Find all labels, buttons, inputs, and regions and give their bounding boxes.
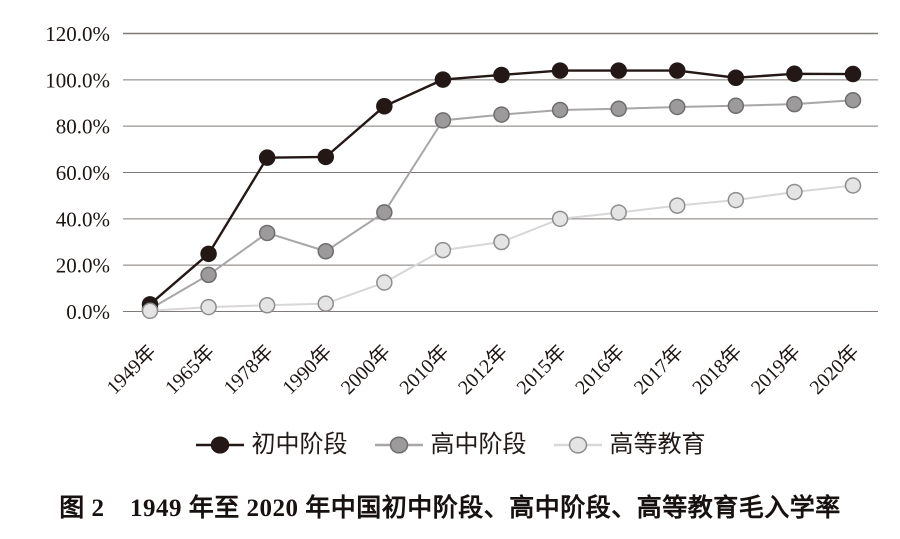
legend-marker-senior-high-icon [374,435,424,455]
data-point-marker [786,65,803,83]
data-point-marker [551,62,569,79]
data-point-marker [317,148,334,166]
data-point-marker [551,101,569,119]
x-axis-tick-label: 2019年 [746,340,805,399]
chart-legend: 初中阶段 高中阶段 高等教育 [0,423,900,467]
data-point-marker [786,95,803,113]
legend-label-senior-high: 高中阶段 [430,432,527,458]
x-axis-tick-label: 1978年 [219,340,278,399]
legend-item-senior-high: 高中阶段 [374,433,527,457]
data-point-marker [669,197,686,214]
y-axis-tick-label: 20.0% [56,254,110,278]
data-point-marker [317,243,334,260]
series-line-1 [149,99,854,310]
data-point-marker [376,204,393,221]
data-point-marker [376,274,393,291]
data-point-marker [844,177,862,194]
x-axis-tick-label: 1990年 [278,340,337,399]
x-axis-tick-label: 2020年 [805,340,864,399]
legend-label-higher-education: 高等教育 [609,432,706,458]
enrollment-line-chart: 0.0% 20.0% 40.0% 60.0% 80.0% 100.0% 120.0% 1949… [45,22,878,399]
y-axis-tick-label: 0.0% [66,300,110,324]
x-axis-tick-label: 1949年 [102,340,161,399]
data-point-marker [844,91,862,109]
data-point-marker [200,266,217,284]
y-axis-tick-label: 120.0% [45,22,110,46]
y-axis-tick-label: 100.0% [45,68,110,92]
x-axis-tick-label: 2012年 [453,340,512,399]
data-point-marker [610,62,627,79]
data-point-marker [669,98,686,116]
data-point-marker [669,62,686,79]
data-point-marker [200,245,217,263]
data-point-marker [258,149,276,166]
data-point-marker [317,295,334,312]
data-point-marker [610,204,627,221]
data-point-marker [434,241,452,259]
data-point-marker [493,233,510,251]
x-axis-tick-label: 2000年 [336,340,395,399]
data-point-marker [434,112,452,129]
data-point-marker [141,302,159,320]
legend-label-junior-middle: 初中阶段 [251,432,348,458]
data-point-marker [727,191,745,209]
y-axis-tick-label: 80.0% [56,115,110,139]
data-point-marker [493,66,510,84]
legend-marker-higher-education-icon [553,435,603,455]
legend-marker-junior-middle-icon [195,435,245,455]
x-axis-tick-label: 2017年 [629,340,688,399]
data-point-marker [434,71,452,88]
data-point-marker [258,224,276,242]
data-point-marker [200,298,217,316]
data-point-marker [844,65,862,83]
y-axis-tick-label: 40.0% [56,207,110,231]
x-axis-tick-label: 2018年 [688,340,747,399]
data-point-marker [727,97,745,115]
data-point-marker [786,183,803,201]
x-axis-tick-label: 2010年 [395,340,454,399]
data-point-marker [727,69,745,86]
data-point-marker [376,97,393,115]
data-point-marker [610,100,627,118]
x-axis-tick-label: 1965年 [160,340,219,399]
data-point-marker [551,210,569,228]
legend-item-higher-education: 高等教育 [553,433,706,457]
y-axis-tick-label: 60.0% [56,161,110,185]
data-point-marker [493,106,510,123]
x-axis-tick-label: 2015年 [512,340,571,399]
data-point-marker [258,296,276,314]
legend-item-junior-middle: 初中阶段 [195,433,348,457]
x-axis-tick-label: 2016年 [571,340,630,399]
figure-caption: 图 2 1949 年至 2020 年中国初中阶段、高中阶段、高等教育毛入学率 [59,495,841,522]
